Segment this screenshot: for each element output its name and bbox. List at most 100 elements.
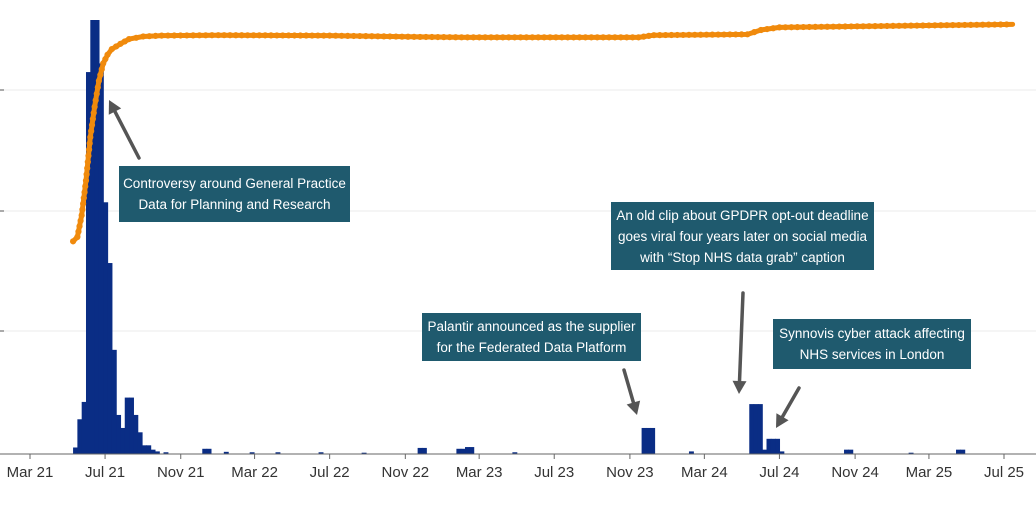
- line-point: [782, 24, 789, 31]
- annotation-viral-clip: An old clip about GPDPR opt-out deadline…: [611, 202, 874, 270]
- line-point: [238, 32, 245, 39]
- annotation-arrows: [108, 100, 801, 428]
- line-point: [824, 23, 831, 30]
- line-point: [79, 206, 86, 213]
- line-point: [794, 24, 801, 31]
- line-point: [650, 32, 658, 39]
- x-tick-label: Mar 23: [456, 464, 503, 481]
- line-point: [691, 31, 698, 38]
- line-point: [818, 23, 825, 30]
- line-point: [751, 29, 758, 36]
- line-point: [88, 121, 96, 129]
- line-point: [645, 32, 652, 40]
- bar: [650, 427, 656, 454]
- bar: [150, 449, 156, 454]
- line-point: [140, 33, 147, 40]
- arrow-shaft: [113, 109, 141, 160]
- line-point: [877, 22, 885, 30]
- line-point: [410, 33, 418, 40]
- bar: [73, 447, 78, 454]
- x-tick-label: Jul 24: [759, 464, 799, 481]
- bar: [146, 445, 152, 454]
- line-point: [925, 22, 933, 29]
- arrow-shaft: [622, 368, 636, 405]
- line-point: [86, 140, 93, 147]
- line-point: [69, 238, 77, 245]
- line-point: [85, 146, 93, 153]
- line-point: [674, 31, 681, 39]
- line-point: [617, 34, 624, 41]
- arrow-shaft: [780, 386, 801, 419]
- line-point: [320, 32, 327, 39]
- bar: [848, 449, 854, 454]
- bar: [206, 448, 212, 454]
- line-point: [452, 34, 459, 41]
- line-point: [90, 109, 97, 116]
- line-point: [611, 34, 619, 41]
- bar: [779, 451, 785, 454]
- bar: [154, 451, 160, 454]
- line-point: [1003, 21, 1010, 28]
- line-point: [133, 34, 140, 41]
- annotation-line: Palantir announced as the supplier: [427, 319, 636, 334]
- line-point: [273, 32, 280, 39]
- bar: [960, 449, 966, 454]
- bar: [421, 447, 427, 454]
- line-point: [226, 32, 234, 39]
- line-point: [985, 21, 992, 28]
- x-tick-label: Jul 25: [984, 464, 1024, 481]
- line-point: [326, 32, 333, 39]
- annotation-line: with “Stop NHS data grab” caption: [640, 249, 845, 265]
- bar: [77, 419, 83, 454]
- bar: [223, 451, 229, 454]
- line-point: [84, 158, 91, 166]
- bar: [908, 452, 914, 454]
- line-point: [75, 228, 82, 235]
- line-point: [256, 32, 263, 39]
- bar: [757, 404, 763, 454]
- line-point: [535, 34, 542, 41]
- line-point: [291, 32, 298, 39]
- line-point: [202, 32, 209, 39]
- line-point: [279, 32, 286, 39]
- line-point: [158, 32, 165, 39]
- line-point: [744, 31, 751, 38]
- line-point: [350, 32, 357, 40]
- line-point: [374, 33, 381, 40]
- arrow-gpdpr: [108, 100, 141, 160]
- line-point: [470, 34, 477, 41]
- x-tick-label: Nov 21: [157, 464, 205, 481]
- line-point: [776, 24, 783, 31]
- bar: [202, 448, 208, 454]
- line-point: [726, 31, 733, 38]
- x-tick-label: Nov 22: [382, 464, 430, 481]
- bar: [775, 438, 781, 454]
- x-tick-label: Jul 23: [534, 464, 574, 481]
- bar: [844, 449, 849, 454]
- line-point: [221, 32, 228, 39]
- bar: [129, 397, 134, 454]
- line-point: [505, 34, 512, 41]
- bar: [688, 451, 694, 454]
- line-point: [416, 33, 424, 41]
- line-point: [78, 212, 85, 219]
- arrow-head: [732, 380, 747, 394]
- bar: [456, 448, 462, 454]
- x-tick-label: Nov 23: [606, 464, 654, 481]
- bar: [85, 72, 91, 454]
- line-point: [949, 22, 956, 29]
- line-point: [493, 34, 501, 41]
- bar: [103, 202, 109, 454]
- line-point: [901, 22, 909, 29]
- line-point: [842, 23, 849, 30]
- line-point: [558, 34, 565, 41]
- line-point: [434, 33, 441, 41]
- bar: [318, 452, 324, 454]
- x-tick-label: Jul 21: [85, 464, 125, 481]
- line-point: [594, 34, 601, 41]
- bar: [762, 449, 768, 454]
- line-point: [267, 32, 275, 39]
- line-point: [368, 33, 375, 40]
